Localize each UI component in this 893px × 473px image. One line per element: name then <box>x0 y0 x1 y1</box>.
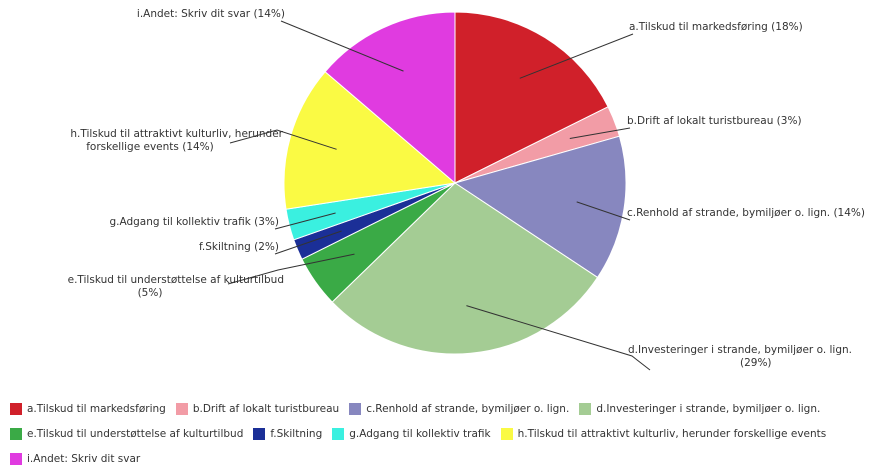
slice-label-h: h.Tilskud til attraktivt kulturliv, heru… <box>70 128 283 153</box>
legend-item-h: h.Tilskud til attraktivt kulturliv, heru… <box>500 423 827 445</box>
leader-line-d <box>466 305 651 371</box>
legend-label: e.Tilskud til understøttelse af kulturti… <box>27 428 244 440</box>
leader-line-b <box>569 127 631 139</box>
legend-label: h.Tilskud til attraktivt kulturliv, heru… <box>517 428 827 440</box>
legend-label: b.Drift af lokalt turistbureau <box>192 403 340 415</box>
slice-label-e: e.Tilskud til understøttelse af kulturti… <box>68 274 284 299</box>
legend-label: c.Renhold af strande, bymiljøer o. lign. <box>366 403 570 415</box>
legend-swatch <box>10 403 22 415</box>
legend: a.Tilskud til markedsføring b.Drift af lo… <box>10 398 890 473</box>
legend-item-g: g.Adgang til kollektiv trafik <box>332 423 491 445</box>
legend-item-i: i.Andet: Skriv dit svar <box>10 448 140 470</box>
leader-line-a <box>519 33 634 79</box>
slice-label-a: a.Tilskud til markedsføring (18%) <box>629 21 803 33</box>
legend-label: g.Adgang til kollektiv trafik <box>349 428 491 440</box>
leader-line-e <box>227 253 355 285</box>
legend-label: f.Skiltning <box>270 428 323 440</box>
leader-line-g <box>274 212 336 230</box>
slice-label-f: f.Skiltning (2%) <box>199 241 279 253</box>
slice-label-b: b.Drift af lokalt turistbureau (3%) <box>627 115 802 127</box>
leader-line-c <box>576 201 631 221</box>
leader-line-i <box>280 20 404 72</box>
legend-swatch <box>349 403 362 415</box>
legend-swatch <box>332 428 345 440</box>
pie-chart: a.Tilskud til markedsføring (18%) b.Drift… <box>68 8 865 371</box>
legend-label: i.Andet: Skriv dit svar <box>27 453 141 465</box>
slice-label-d: d.Investeringer i strande, bymiljøer o. … <box>628 344 852 369</box>
slice-label-g: g.Adgang til kollektiv trafik (3%) <box>109 216 279 228</box>
legend-swatch <box>175 403 188 415</box>
legend-item-a: a.Tilskud til markedsføring <box>10 398 166 420</box>
legend-label: d.Investeringer i strande, bymiljøer o. … <box>596 403 821 415</box>
legend-item-e: e.Tilskud til understøttelse af kulturti… <box>10 423 243 445</box>
leader-line-h <box>229 129 337 150</box>
pie-slice-a <box>454 11 609 184</box>
legend-item-d: d.Investeringer i strande, bymiljøer o. … <box>579 398 820 420</box>
legend-item-c: c.Renhold af strande, bymiljøer o. lign. <box>349 398 569 420</box>
leader-line-f <box>274 230 342 255</box>
pie-slice-c <box>453 135 627 279</box>
legend-swatch <box>10 453 22 465</box>
legend-swatch <box>500 428 513 440</box>
slice-label-i: i.Andet: Skriv dit svar (14%) <box>137 8 285 20</box>
legend-item-f: f.Skiltning <box>253 423 322 445</box>
legend-swatch <box>10 428 22 440</box>
pie-slice-i <box>324 11 456 185</box>
slice-label-c: c.Renhold af strande, bymiljøer o. lign.… <box>627 207 865 219</box>
pie-slice-h <box>283 71 457 210</box>
legend-swatch <box>579 403 592 415</box>
legend-label: a.Tilskud til markedsføring <box>27 403 166 415</box>
legend-item-b: b.Drift af lokalt turistbureau <box>175 398 340 420</box>
legend-swatch <box>253 428 266 440</box>
pie-slice-d <box>331 182 599 355</box>
